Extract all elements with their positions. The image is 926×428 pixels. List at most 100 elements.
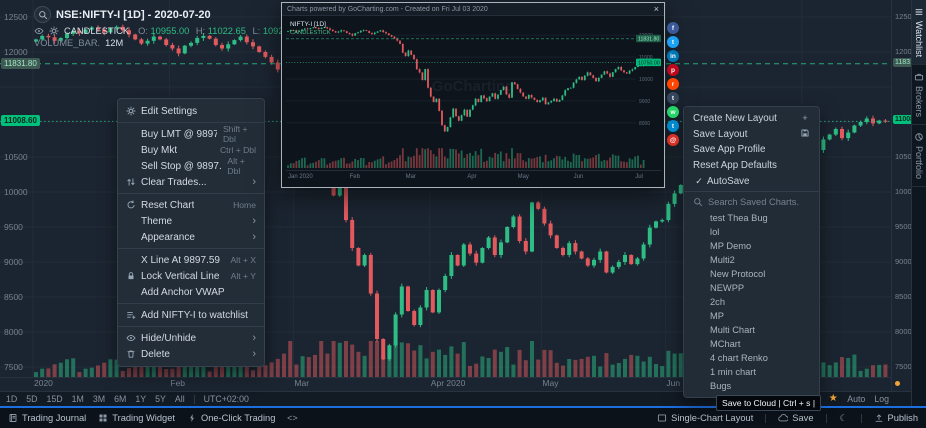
share-mail-button[interactable]: @ — [667, 134, 679, 146]
tab-watchlist[interactable]: Watchlist — [912, 0, 926, 66]
context-menu-item-edit-settings[interactable]: Edit Settings — [118, 103, 264, 119]
saved-chart-bugs[interactable]: Bugs — [710, 380, 732, 391]
status-code-button[interactable]: <> — [287, 413, 298, 423]
timeframe-3m[interactable]: 3M — [92, 394, 106, 404]
context-menu-item-lock-vertical-line[interactable]: Lock Vertical Line Alt + Y — [118, 268, 264, 284]
timeframe-1d[interactable]: 1D — [6, 394, 18, 404]
chevron-right-icon: › — [252, 230, 256, 243]
notification-dot[interactable] — [895, 381, 900, 386]
layout-menu-item-reset-app-defaults[interactable]: Reset App Defaults — [684, 158, 819, 174]
status-publish-button[interactable]: Publish — [874, 413, 918, 423]
share-reddit-button[interactable]: r — [667, 78, 679, 90]
moon-icon: ☾ — [839, 412, 848, 423]
saved-chart-mp-demo[interactable]: MP Demo — [710, 240, 752, 251]
share-telegram-button[interactable]: t — [667, 120, 679, 132]
status-label: Trading Journal — [22, 413, 87, 423]
price-tick: 12000 — [895, 47, 916, 56]
svg-text:Jun: Jun — [574, 174, 584, 180]
left-price-axis[interactable]: 12500 12000 10500 10000 9500 9000 8500 8000 7500… — [0, 0, 40, 391]
timeframe-all[interactable]: All — [174, 394, 185, 404]
context-menu-item-x-line-at-9897-59[interactable]: X Line At 9897.59 Alt + X — [118, 252, 264, 268]
tab-brokers[interactable]: Brokers — [912, 65, 926, 126]
status-single-chart-layout-button[interactable]: Single-Chart Layout — [657, 413, 753, 423]
menu-item-label: Reset Chart — [141, 199, 195, 211]
menu-shortcut: Home — [233, 200, 256, 210]
price-tick: 9500 — [4, 222, 23, 232]
share-twitter-button[interactable]: t — [667, 36, 679, 48]
saved-chart-newpp[interactable]: NEWPP — [710, 282, 745, 293]
chevron-right-icon: › — [252, 347, 256, 360]
auto-scale-toggle[interactable]: Auto — [847, 394, 866, 404]
share-whatsapp-button[interactable]: w — [667, 106, 679, 118]
timeframe-1m[interactable]: 1M — [71, 394, 84, 404]
share-linkedin-button[interactable]: in — [667, 50, 679, 62]
timeframe-5y[interactable]: 5Y — [155, 394, 166, 404]
series-settings-icon[interactable] — [49, 26, 59, 36]
time-axis[interactable]: 2020 Feb Mar Apr 2020 May Jun — [0, 378, 891, 391]
share-preview-window: Charts powered by GoCharting.com - Creat… — [281, 2, 665, 188]
log-scale-toggle[interactable]: Log — [874, 394, 889, 404]
favorites-button[interactable]: ★ — [828, 394, 838, 404]
timezone-button[interactable]: UTC+02:00 — [203, 394, 249, 404]
saved-chart-lol[interactable]: lol — [710, 226, 720, 237]
time-label: Mar — [294, 378, 310, 388]
timeframe-5d[interactable]: 5D — [26, 394, 38, 404]
eye-icon — [126, 333, 136, 343]
saved-chart-multi-chart[interactable]: Multi Chart — [710, 324, 755, 335]
saved-chart-4-chart-renko[interactable]: 4 chart Renko — [710, 352, 768, 363]
share-tumblr-button[interactable]: t — [667, 92, 679, 104]
context-menu-item-theme[interactable]: Theme › — [118, 213, 264, 229]
layout-menu-item-create-new-layout[interactable]: Create New Layout + — [684, 111, 819, 127]
saved-chart-2ch[interactable]: 2ch — [710, 296, 725, 307]
timeframe-1y[interactable]: 1Y — [135, 394, 147, 404]
status-one-click-trading-button[interactable]: One-Click Trading — [187, 413, 275, 423]
saved-chart-test-thea-bug[interactable]: test Thea Bug — [710, 212, 768, 223]
right-price-axis[interactable]: 12500 12000 10500 10000 9500 9000 8500 8000 7500… — [891, 0, 926, 391]
watermark: GoCharting — [431, 78, 515, 95]
svg-text:10000: 10000 — [639, 77, 653, 83]
share-preview-chart: 1200011000100009000800011831.8010750.00J… — [282, 16, 664, 187]
alert-price-badge-right: 11831.80 — [893, 57, 926, 67]
briefcase-icon — [914, 72, 924, 82]
share-pinterest-button[interactable]: p — [667, 64, 679, 76]
context-menu-item-buy-mkt[interactable]: Buy Mkt Ctrl + Dbl — [118, 142, 264, 158]
svg-text:May: May — [518, 174, 529, 180]
context-menu-item-sell-stop-9897-59[interactable]: Sell Stop @ 9897.59 Alt + Dbl — [118, 156, 264, 176]
close-icon[interactable]: × — [653, 4, 659, 14]
menu-item-label: Add Anchor VWAP — [141, 286, 225, 298]
context-menu-item-reset-chart[interactable]: Reset Chart Home — [118, 197, 264, 213]
chevron-right-icon: › — [252, 214, 256, 227]
timeframe-15d[interactable]: 15D — [46, 394, 63, 404]
context-menu-item-hide-unhide[interactable]: Hide/Unhide › — [118, 330, 264, 346]
share-facebook-button[interactable]: f — [667, 22, 679, 34]
status-trading-widget-button[interactable]: Trading Widget — [98, 413, 175, 423]
layout-menu-item-save-layout[interactable]: Save Layout — [684, 127, 819, 143]
context-menu-item-appearance[interactable]: Appearance › — [118, 229, 264, 245]
status-moon-button[interactable]: ☾ — [839, 413, 849, 423]
saved-chart-multi2[interactable]: Multi2 — [710, 254, 735, 265]
saved-chart-mchart[interactable]: MChart — [710, 338, 741, 349]
timeframe-6m[interactable]: 6M — [114, 394, 127, 404]
status-save-button[interactable]: Save — [778, 413, 814, 423]
context-menu-item-add-nifty-i-to-watchlist[interactable]: Add NIFTY-I to watchlist — [118, 307, 264, 323]
saved-chart-1-min-chart[interactable]: 1 min chart — [710, 366, 756, 377]
saved-charts-search-input[interactable] — [708, 197, 810, 208]
lock-icon — [126, 271, 136, 281]
series-visibility-icon[interactable] — [34, 26, 44, 36]
context-menu-item-clear-trades[interactable]: Clear Trades... › — [118, 174, 264, 190]
tab-portfolio[interactable]: Portfolio — [912, 125, 926, 188]
layout-menu-item-autosave[interactable]: ✓ AutoSave — [684, 173, 819, 189]
saved-chart-mp[interactable]: MP — [710, 310, 724, 321]
menu-item-label: Hide/Unhide — [141, 332, 197, 344]
context-menu-item-buy-lmt-9897-59[interactable]: Buy LMT @ 9897.59 Shift + Dbl — [118, 124, 264, 144]
chevron-right-icon: › — [252, 175, 256, 188]
status-trading-journal-button[interactable]: Trading Journal — [8, 413, 86, 423]
open-value: 10955.00 — [150, 26, 190, 36]
symbol-title[interactable]: NSE:NIFTY-I [1D] - 2020-07-20 — [56, 8, 211, 21]
context-menu-item-add-anchor-vwap[interactable]: Add Anchor VWAP — [118, 284, 264, 300]
share-preview-titlebar[interactable]: Charts powered by GoCharting.com - Creat… — [282, 3, 664, 16]
context-menu-item-delete[interactable]: Delete › — [118, 346, 264, 362]
saved-chart-new-protocol[interactable]: New Protocol — [710, 268, 766, 279]
layout-menu-item-save-app-profile[interactable]: Save App Profile — [684, 142, 819, 158]
symbol-search-icon[interactable] — [34, 6, 51, 23]
